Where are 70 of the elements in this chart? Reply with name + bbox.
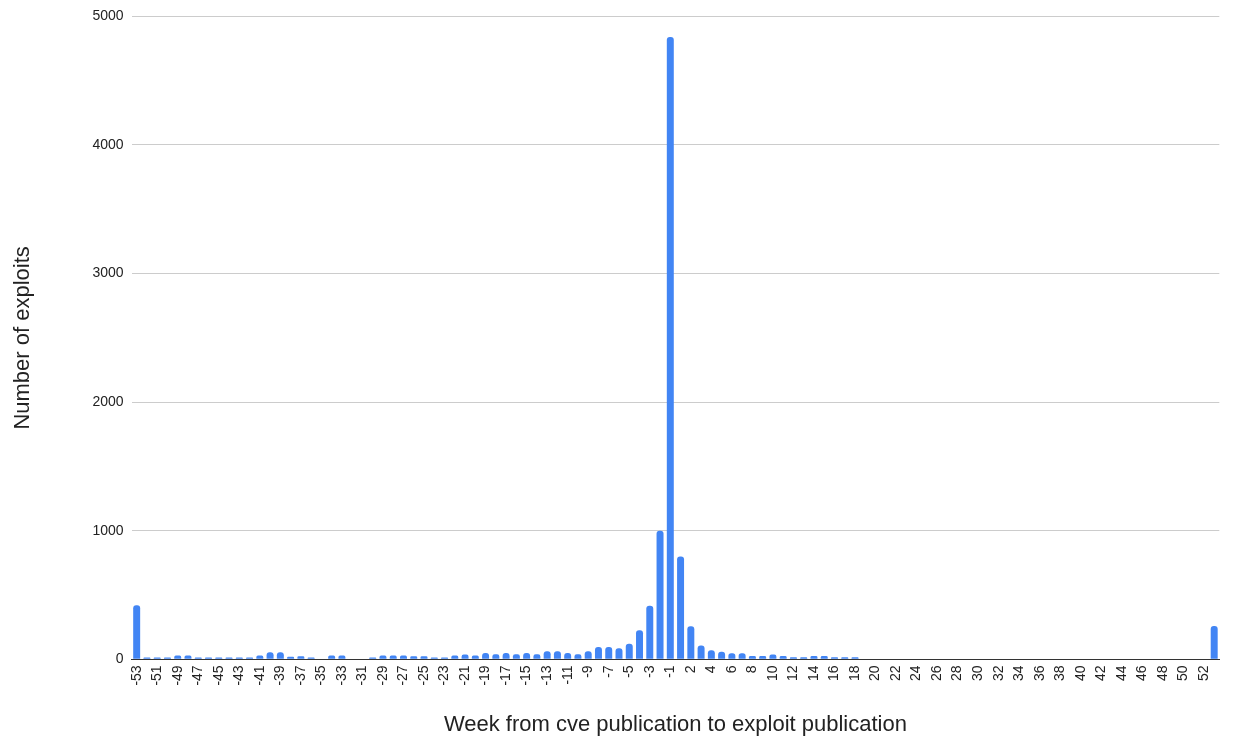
x-tick-label: -45	[209, 665, 226, 686]
x-axis-title: Week from cve publication to exploit publication	[443, 710, 907, 736]
bar	[656, 530, 664, 659]
x-tick-label: -43	[230, 665, 247, 686]
y-axis-title: Number of exploits	[9, 246, 35, 430]
x-tick-label: -29	[373, 665, 390, 686]
x-tick-label: -41	[250, 665, 267, 686]
y-tick-label: 4000	[92, 135, 124, 152]
x-tick-label: -53	[127, 665, 144, 686]
x-tick-label: 24	[907, 665, 924, 681]
x-tick-label: -1	[661, 665, 678, 678]
x-tick-label: -35	[312, 665, 329, 686]
y-tick-label: 3000	[92, 264, 124, 281]
x-tick-label: -17	[496, 665, 513, 686]
x-tick-label: 38	[1051, 665, 1068, 681]
x-tick-label: -9	[579, 665, 596, 678]
x-tick-label: -15	[517, 665, 534, 686]
x-tick-label: 48	[1153, 665, 1170, 681]
x-tick-label: 18	[845, 665, 862, 681]
bar	[636, 630, 644, 659]
x-tick-label: -19	[476, 665, 493, 686]
x-tick-label: -51	[148, 665, 165, 686]
x-tick-label: 50	[1174, 665, 1191, 681]
y-tick-label: 1000	[92, 521, 124, 538]
x-tick-label: -49	[168, 665, 185, 686]
x-tick-label: 16	[825, 665, 842, 681]
y-tick-label: 5000	[92, 7, 124, 24]
x-tick-label: 14	[804, 665, 821, 681]
y-tick-label: 0	[115, 650, 124, 667]
bar	[646, 605, 654, 659]
x-tick-label: -33	[332, 665, 349, 686]
bar	[687, 626, 695, 659]
x-tick-label: -47	[189, 665, 206, 686]
x-tick-label: -11	[558, 665, 575, 685]
x-tick-label: 8	[743, 665, 760, 674]
x-tick-label: 44	[1112, 665, 1129, 681]
x-tick-label: 36	[1030, 665, 1047, 681]
x-tick-label: 6	[722, 665, 739, 674]
bar	[666, 36, 674, 659]
x-tick-label: 32	[989, 665, 1006, 681]
y-tick-label: 2000	[92, 393, 124, 410]
x-tick-label: -39	[271, 665, 288, 686]
x-tick-label: -3	[640, 665, 657, 678]
bar	[133, 605, 141, 659]
x-tick-label: -5	[620, 665, 637, 678]
x-tick-label: 22	[886, 665, 903, 681]
x-tick-label: -25	[414, 665, 431, 686]
bar	[677, 556, 685, 659]
x-tick-label: 40	[1071, 665, 1088, 681]
x-tick-label: -31	[353, 665, 370, 686]
x-tick-label: 30	[969, 665, 986, 681]
x-tick-label: 12	[784, 665, 801, 681]
x-tick-label: 4	[702, 665, 719, 674]
bar	[625, 643, 633, 659]
x-tick-label: 34	[1010, 665, 1027, 681]
x-tick-label: 52	[1194, 665, 1211, 681]
x-tick-label: -13	[538, 665, 555, 686]
x-tick-label: 20	[866, 665, 883, 681]
x-tick-label: -23	[435, 665, 452, 686]
x-tick-label: -37	[291, 665, 308, 686]
x-tick-label: 26	[927, 665, 944, 681]
x-tick-label: -21	[455, 665, 472, 686]
x-tick-label: -27	[394, 665, 411, 686]
x-tick-label: 46	[1133, 665, 1150, 681]
x-tick-label: 42	[1092, 665, 1109, 681]
x-tick-label: 28	[948, 665, 965, 681]
x-tick-label: -7	[599, 665, 616, 678]
bar	[1210, 625, 1218, 659]
x-tick-label: 2	[681, 665, 698, 674]
x-tick-label: 10	[763, 665, 780, 681]
